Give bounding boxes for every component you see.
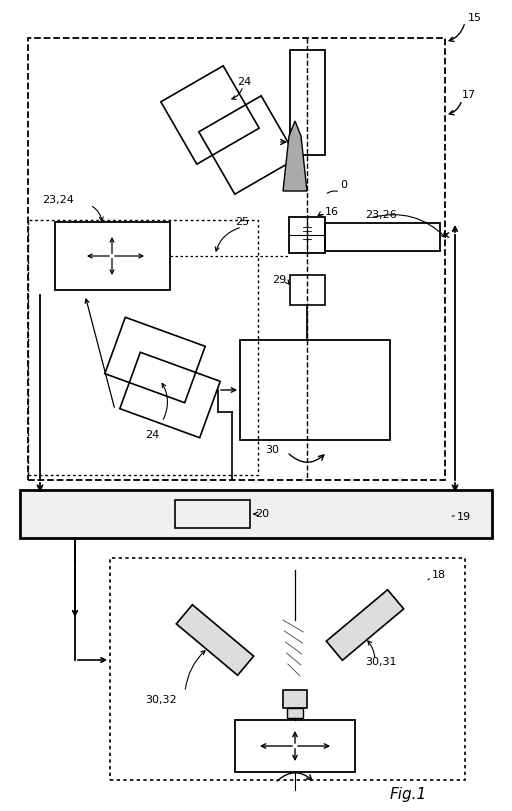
Bar (240, 340, 390, 440)
Text: 23,24: 23,24 (42, 195, 74, 205)
Text: 24: 24 (145, 430, 159, 440)
Polygon shape (283, 121, 307, 191)
Text: 20: 20 (255, 509, 269, 519)
Bar (28, 220, 258, 475)
Text: 15: 15 (468, 13, 482, 23)
Text: 25: 25 (235, 217, 249, 227)
Text: 16: 16 (325, 207, 339, 217)
Text: 23,26: 23,26 (365, 210, 397, 220)
Bar (20, 490, 492, 538)
Bar (235, 720, 355, 772)
Polygon shape (176, 605, 253, 676)
Text: 0: 0 (340, 180, 347, 190)
Text: 30,32: 30,32 (145, 695, 177, 705)
Text: Fig.1: Fig.1 (390, 787, 427, 803)
Bar (283, 690, 307, 708)
Bar (290, 50, 325, 155)
Bar (289, 217, 325, 253)
Bar (287, 708, 303, 718)
Polygon shape (326, 590, 403, 660)
Text: 30,31: 30,31 (365, 657, 396, 667)
Bar (175, 500, 250, 528)
Bar (110, 558, 465, 780)
Text: 24: 24 (237, 77, 251, 87)
Text: 30: 30 (265, 445, 279, 455)
Text: 19: 19 (457, 512, 471, 522)
Bar (55, 222, 170, 290)
Bar (325, 223, 440, 251)
Text: 17: 17 (462, 90, 476, 100)
Bar (28, 38, 445, 480)
Text: 29: 29 (272, 275, 286, 285)
Bar (290, 275, 325, 305)
Text: 18: 18 (432, 570, 446, 580)
